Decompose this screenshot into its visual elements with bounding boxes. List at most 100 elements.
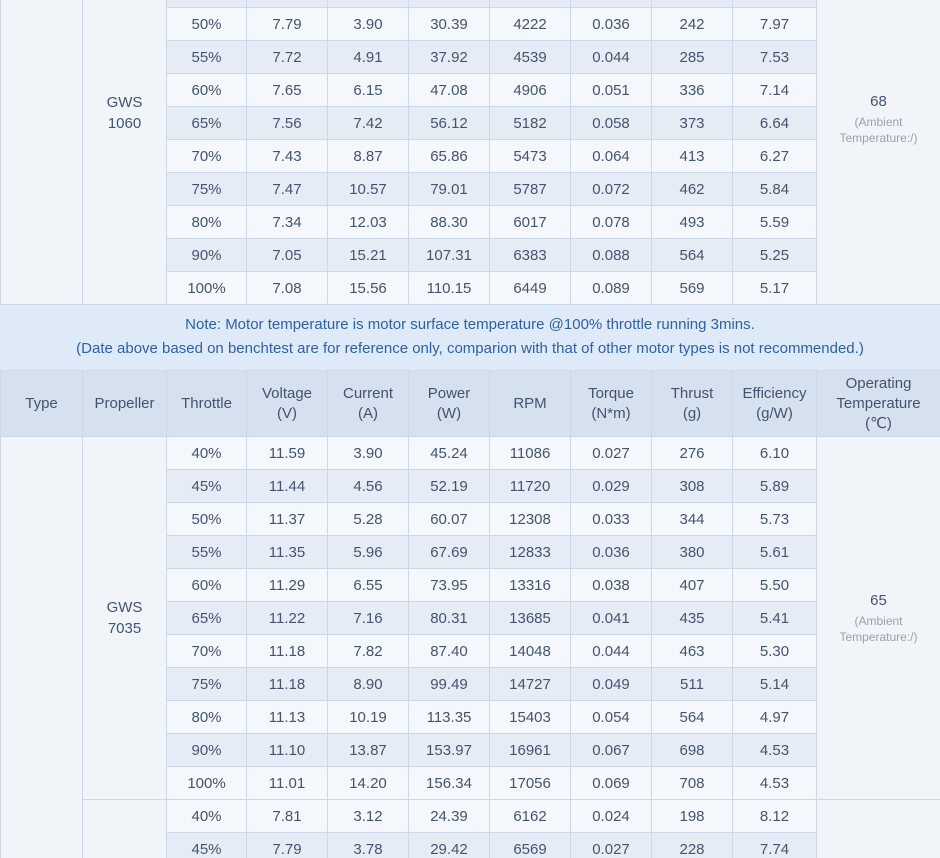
data-table: Type Propeller Throttle Voltage (V) Curr… — [0, 370, 940, 858]
cell: 344 — [651, 502, 733, 536]
cell: 13316 — [489, 568, 571, 602]
cell: 11.22 — [246, 601, 328, 635]
cell: 7.47 — [246, 172, 328, 206]
cell: 462 — [651, 172, 733, 206]
cell: 6.64 — [732, 106, 817, 140]
cell: 113.35 — [408, 700, 490, 734]
cell: 5.17 — [732, 271, 817, 304]
cell: 100% — [166, 766, 247, 800]
cell: 88.30 — [408, 205, 490, 239]
cell: 50% — [166, 7, 247, 41]
col-header-type: Type — [0, 370, 83, 437]
table-row: 65% 11.22 7.16 80.31 13685 0.041 435 5.41 — [1, 601, 940, 635]
cell: 11.13 — [246, 700, 328, 734]
cell: 0.051 — [570, 73, 652, 107]
cell: 7.74 — [732, 832, 817, 858]
cell: 3.12 — [327, 799, 409, 833]
cell: 0.036 — [570, 7, 652, 41]
temperature-note: (Ambient Temperature:/) — [839, 115, 918, 145]
cell: 79.01 — [408, 172, 490, 206]
table-row: 70% 11.18 7.82 87.40 14048 0.044 463 5.30 — [1, 634, 940, 668]
cell: 0.049 — [570, 667, 652, 701]
table-row: 55% 11.35 5.96 67.69 12833 0.036 380 5.61 — [1, 535, 940, 569]
cell: 11.18 — [246, 634, 328, 668]
cell: 24.39 — [408, 799, 490, 833]
cell: 40% — [166, 799, 247, 833]
propeller-cell: GWS 7035 — [82, 436, 167, 800]
cell — [408, 0, 490, 8]
col-header-torque: Torque (N*m) — [570, 370, 652, 437]
cell: 7.08 — [246, 271, 328, 304]
cell: 67.69 — [408, 535, 490, 569]
cell: 12308 — [489, 502, 571, 536]
table-row: 80% 7.34 12.03 88.30 6017 0.078 493 5.59 — [1, 205, 940, 239]
cell: 56.12 — [408, 106, 490, 140]
cell: 16961 — [489, 733, 571, 767]
temperature-note: (Ambient Temperature:/) — [839, 614, 918, 644]
temperature-value: 68 — [870, 93, 887, 110]
col-header-rpm: RPM — [489, 370, 571, 437]
cell: 13.87 — [327, 733, 409, 767]
cell: 3.90 — [327, 7, 409, 41]
header-row: Type Propeller Throttle Voltage (V) Curr… — [0, 370, 940, 437]
cell: 708 — [651, 766, 733, 800]
cell: 7.16 — [327, 601, 409, 635]
table-row: 50% 7.79 3.90 30.39 4222 0.036 242 7.97 — [1, 7, 940, 41]
cell: 153.97 — [408, 733, 490, 767]
cell: 5.73 — [732, 502, 817, 536]
cell: 4906 — [489, 73, 571, 107]
table-row: 40% 7.81 3.12 24.39 6162 0.024 198 8.12 — [1, 799, 940, 858]
table-row: 100% 7.08 15.56 110.15 6449 0.089 569 5.17 — [1, 271, 940, 304]
cell: 6449 — [489, 271, 571, 304]
cell: 7.42 — [327, 106, 409, 140]
cell: 11.35 — [246, 535, 328, 569]
cell: 0.038 — [570, 568, 652, 602]
cell: 4.56 — [327, 469, 409, 503]
cell: 156.34 — [408, 766, 490, 800]
cell: 7.34 — [246, 205, 328, 239]
cell: 0.044 — [570, 40, 652, 74]
cell: 14.20 — [327, 766, 409, 800]
cell: 8.12 — [732, 799, 817, 833]
cell: 50% — [166, 502, 247, 536]
cell: 373 — [651, 106, 733, 140]
cell: 4539 — [489, 40, 571, 74]
cell: 55% — [166, 535, 247, 569]
cell: 65% — [166, 106, 247, 140]
cell: 70% — [166, 634, 247, 668]
cell: 90% — [166, 238, 247, 272]
cell: 435 — [651, 601, 733, 635]
cell — [651, 0, 733, 8]
propeller-name: GWS 1060 — [106, 94, 143, 132]
cell: 6.10 — [732, 436, 817, 470]
cell: 276 — [651, 436, 733, 470]
cell: 7.43 — [246, 139, 328, 173]
cell: 569 — [651, 271, 733, 304]
cell: 564 — [651, 700, 733, 734]
cell: 10.19 — [327, 700, 409, 734]
cell: 380 — [651, 535, 733, 569]
cell: 80.31 — [408, 601, 490, 635]
cell: 6.55 — [327, 568, 409, 602]
cell: 6383 — [489, 238, 571, 272]
cell: 463 — [651, 634, 733, 668]
cell: 4.97 — [732, 700, 817, 734]
cell: 0.088 — [570, 238, 652, 272]
cell: 11.10 — [246, 733, 328, 767]
table-row: 100% 11.01 14.20 156.34 17056 0.069 708 4.53 — [1, 766, 940, 800]
cell — [246, 0, 328, 8]
table-row: 90% 7.05 15.21 107.31 6383 0.088 564 5.25 — [1, 238, 940, 272]
cell: 4.91 — [327, 40, 409, 74]
cell: 0.064 — [570, 139, 652, 173]
cell: 30.39 — [408, 7, 490, 41]
cell: 7.79 — [246, 832, 328, 858]
cell — [489, 0, 571, 8]
cell: 0.067 — [570, 733, 652, 767]
cell: 7.05 — [246, 238, 328, 272]
cell — [166, 0, 247, 8]
note-banner: Note: Motor temperature is motor surface… — [0, 304, 940, 370]
col-header-efficiency: Efficiency (g/W) — [732, 370, 817, 437]
cell: 228 — [651, 832, 733, 858]
cell: 0.036 — [570, 535, 652, 569]
cell: 407 — [651, 568, 733, 602]
